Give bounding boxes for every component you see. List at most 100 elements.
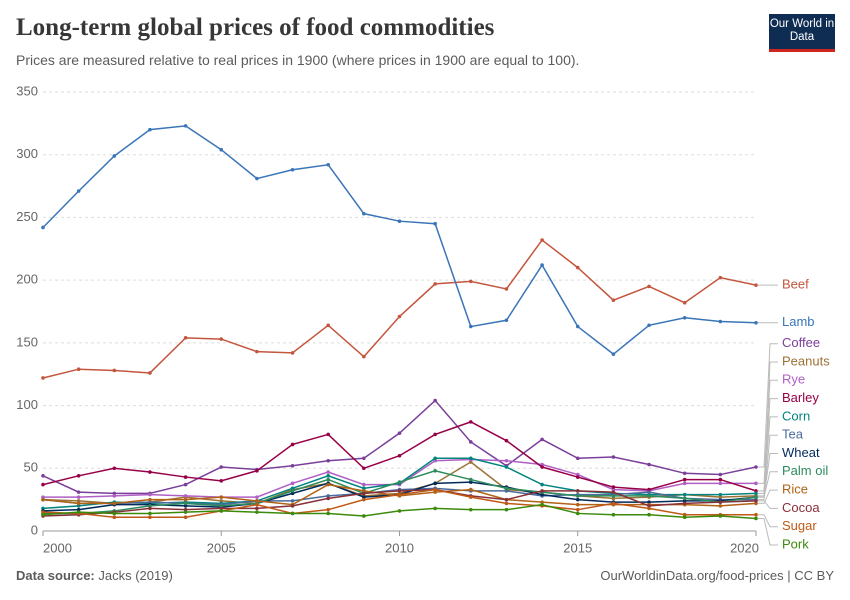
point	[682, 492, 687, 497]
point	[76, 510, 81, 514]
point	[718, 319, 723, 324]
point	[718, 275, 723, 280]
point	[76, 504, 81, 508]
point	[326, 470, 331, 474]
point	[611, 455, 616, 459]
point	[290, 167, 295, 172]
y-tick-label: 300	[16, 146, 38, 161]
x-tick-label: 2005	[207, 540, 236, 555]
point	[290, 499, 295, 503]
point	[76, 499, 81, 503]
x-tick-label: 2020	[730, 540, 759, 555]
point	[219, 495, 224, 499]
point	[362, 497, 366, 502]
point	[326, 511, 331, 516]
point	[469, 495, 473, 499]
point	[183, 124, 188, 128]
label-connector	[758, 471, 778, 498]
point	[290, 511, 295, 516]
point	[433, 221, 437, 226]
y-tick-label: 50	[24, 460, 38, 475]
point	[397, 219, 402, 223]
series-label: Rye	[782, 372, 805, 387]
point	[754, 283, 758, 287]
point	[433, 282, 437, 286]
point	[183, 336, 188, 340]
label-connector	[758, 500, 778, 509]
point	[754, 516, 758, 521]
point	[504, 507, 509, 512]
point	[290, 463, 295, 468]
point	[718, 500, 723, 504]
point	[290, 351, 295, 355]
point	[362, 491, 366, 496]
point	[148, 506, 152, 511]
point	[255, 499, 259, 503]
point	[540, 500, 544, 504]
y-tick-label: 100	[16, 397, 38, 412]
series-label: Wheat	[782, 445, 820, 460]
label-connector	[758, 517, 778, 546]
point	[433, 468, 437, 473]
point	[647, 512, 651, 517]
point	[148, 497, 152, 502]
point	[575, 511, 580, 516]
point	[183, 504, 188, 508]
point	[41, 225, 45, 230]
point	[219, 509, 224, 513]
point	[433, 487, 437, 492]
point	[290, 442, 295, 447]
logo[interactable]: Our World in Data	[769, 14, 835, 52]
point	[540, 502, 544, 507]
point	[469, 507, 473, 512]
point	[112, 494, 117, 498]
point	[219, 504, 224, 508]
point	[362, 514, 366, 518]
point	[183, 497, 188, 502]
point	[718, 495, 723, 499]
point	[183, 475, 188, 479]
point	[540, 238, 544, 242]
point	[575, 497, 580, 502]
point	[112, 466, 117, 471]
label-connector	[758, 343, 778, 468]
point	[219, 479, 224, 483]
point	[41, 482, 45, 487]
point	[290, 504, 295, 508]
series-label: Pork	[782, 536, 809, 551]
point	[611, 487, 616, 492]
point	[575, 456, 580, 461]
point	[41, 506, 45, 511]
point	[148, 470, 152, 474]
series-line	[42, 238, 757, 379]
point	[575, 507, 580, 512]
point	[183, 510, 188, 514]
point	[754, 481, 758, 486]
credit[interactable]: OurWorldinData.org/food-prices | CC BY	[600, 568, 834, 583]
point	[504, 458, 509, 463]
point	[76, 507, 81, 512]
point	[326, 496, 331, 501]
point	[575, 494, 580, 498]
point	[754, 499, 758, 503]
point	[469, 456, 473, 461]
point	[433, 506, 437, 511]
point	[647, 506, 651, 511]
point	[219, 147, 224, 152]
point	[682, 496, 687, 501]
point	[326, 323, 331, 328]
series-label: Palm oil	[782, 463, 828, 478]
series-label: Cocoa	[782, 500, 820, 515]
series-label: Tea	[782, 427, 804, 442]
point	[41, 495, 45, 499]
point	[112, 511, 117, 516]
point	[362, 489, 366, 493]
point	[255, 506, 259, 511]
point	[433, 398, 437, 403]
point	[362, 466, 366, 471]
x-tick-label: 2010	[385, 540, 414, 555]
point	[469, 420, 473, 424]
point	[575, 472, 580, 477]
